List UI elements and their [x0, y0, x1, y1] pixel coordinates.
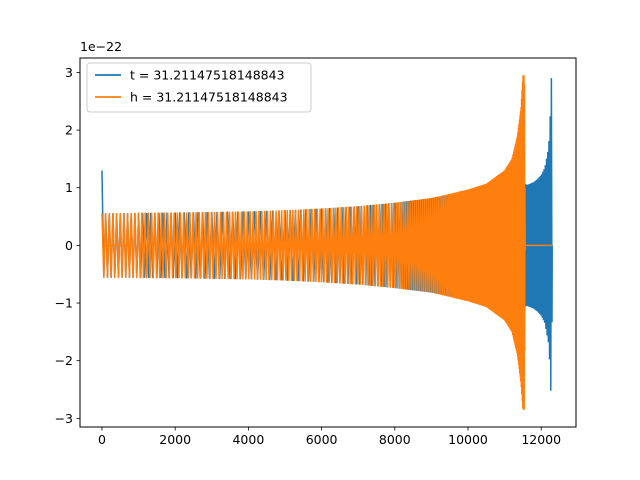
x-tick-label: 10000 [448, 432, 488, 447]
x-tick-label: 8000 [379, 432, 411, 447]
y-offset-text: 1e−22 [80, 39, 122, 54]
x-tick-label: 6000 [306, 432, 338, 447]
y-tick-label: −1 [55, 296, 73, 311]
x-tick-label: 0 [98, 432, 106, 447]
x-tick-label: 2000 [159, 432, 191, 447]
series-line-h [101, 75, 553, 410]
legend: t = 31.21147518148843 h = 31.21147518148… [86, 62, 312, 113]
legend-label-t: t = 31.21147518148843 [130, 68, 285, 83]
y-tick-label: −2 [55, 353, 73, 368]
y-tick-label: 1 [65, 180, 73, 195]
y-tick-label: 0 [65, 238, 73, 253]
plot-frame [79, 57, 577, 428]
y-tick-label: 3 [65, 65, 73, 80]
series-layer [101, 75, 553, 410]
x-tick-label: 4000 [232, 432, 264, 447]
legend-box [86, 62, 312, 113]
y-tick-label: −3 [55, 411, 73, 426]
y-tick-label: 2 [65, 123, 73, 138]
y-axis-ticks: −3 −2 −1 0 1 2 3 [55, 65, 80, 426]
x-axis-ticks: 0 2000 4000 6000 8000 10000 12000 [98, 427, 561, 447]
legend-label-h: h = 31.21147518148843 [130, 90, 288, 105]
x-tick-label: 12000 [521, 432, 561, 447]
